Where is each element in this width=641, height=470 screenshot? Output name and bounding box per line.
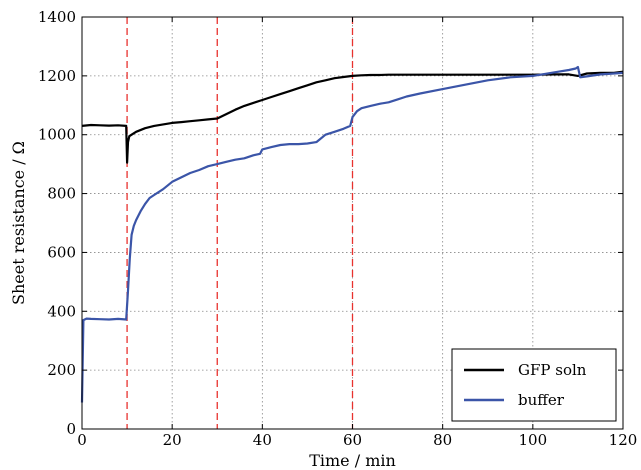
- legend-label: buffer: [518, 391, 565, 409]
- x-tick-label: 20: [163, 431, 182, 449]
- data-series: [80, 65, 624, 403]
- y-tick-label: 1200: [38, 67, 76, 85]
- y-axis-label: Sheet resistance / Ω: [9, 141, 28, 305]
- y-tick-label: 200: [47, 361, 76, 379]
- y-tick-label: 0: [66, 420, 76, 438]
- x-tick-label: 80: [433, 431, 452, 449]
- legend: GFP soln buffer: [451, 348, 617, 422]
- legend-label: GFP soln: [518, 361, 587, 379]
- x-tick-label: 100: [519, 431, 548, 449]
- x-tick-label: 40: [253, 431, 272, 449]
- y-tick-label: 1000: [38, 126, 76, 144]
- x-tick-label: 0: [77, 431, 87, 449]
- legend-box: [451, 348, 617, 422]
- y-tick-label: 600: [47, 243, 76, 261]
- y-tick-label: 1400: [38, 8, 76, 26]
- x-tick-label: 120: [609, 431, 638, 449]
- x-tick-label: 60: [343, 431, 362, 449]
- series-line-buffer: [80, 65, 624, 403]
- series-line-gfp-soln: [81, 70, 624, 164]
- y-tick-label: 400: [47, 302, 76, 320]
- x-axis-label: Time / min: [309, 451, 396, 470]
- y-tick-label: 800: [47, 185, 76, 203]
- vertical-marker-lines: [126, 17, 354, 429]
